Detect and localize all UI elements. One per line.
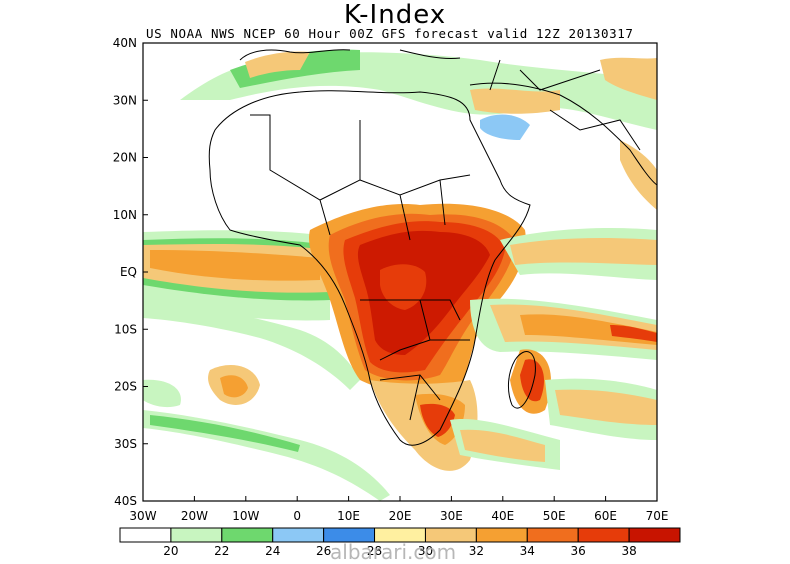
colorbar-swatch bbox=[170, 527, 223, 543]
colorbar-label: 26 bbox=[316, 544, 331, 558]
map-title: K-Index bbox=[343, 0, 447, 30]
colorbar-swatch bbox=[628, 527, 681, 543]
colorbar-label: 34 bbox=[520, 544, 535, 558]
lat-label: 20S bbox=[114, 380, 137, 394]
colorbar-label: 32 bbox=[469, 544, 484, 558]
lon-label: 70E bbox=[646, 509, 669, 523]
colorbar-swatch bbox=[526, 527, 579, 543]
lat-label: 30N bbox=[113, 93, 137, 107]
coastlines bbox=[208, 49, 657, 446]
lat-label: 20N bbox=[113, 151, 137, 165]
lon-label: 30W bbox=[129, 509, 156, 523]
colorbar-swatch bbox=[119, 527, 172, 543]
lon-label: 30E bbox=[440, 509, 463, 523]
lat-label: 10S bbox=[114, 322, 137, 336]
colorbar-swatch bbox=[577, 527, 630, 543]
lon-label: 0 bbox=[293, 509, 301, 523]
lat-label: 30S bbox=[114, 437, 137, 451]
colorbar-label: 24 bbox=[265, 544, 280, 558]
colorbar-label: 36 bbox=[571, 544, 586, 558]
colorbar: 20 22 24 26 28 30 32 34 36 38 bbox=[119, 527, 681, 558]
lon-label: 20W bbox=[181, 509, 208, 523]
colorbar-swatch bbox=[221, 527, 274, 543]
watermark-text: albarari.com bbox=[330, 540, 457, 564]
map-subtitle: US NOAA NWS NCEP 60 Hour 00Z GFS forecas… bbox=[146, 26, 634, 41]
latitude-axis: 40N 30N 20N 10N EQ 10S 20S 30S 40S bbox=[113, 36, 148, 508]
lat-label: EQ bbox=[120, 265, 137, 279]
colorbar-label: 20 bbox=[163, 544, 178, 558]
colorbar-swatch bbox=[475, 527, 528, 543]
colorbar-swatch bbox=[272, 527, 325, 543]
lon-label: 20E bbox=[389, 509, 412, 523]
lat-label: 40N bbox=[113, 36, 137, 50]
colorbar-label: 30 bbox=[418, 544, 433, 558]
colorbar-label: 22 bbox=[214, 544, 229, 558]
k-index-field bbox=[143, 49, 657, 501]
lon-label: 40E bbox=[491, 509, 514, 523]
lat-label: 40S bbox=[114, 494, 137, 508]
lon-label: 60E bbox=[594, 509, 617, 523]
colorbar-label: 38 bbox=[621, 544, 636, 558]
longitude-axis: 30W 20W 10W 0 10E 20E 30E 40E 50E 60E 70E bbox=[129, 496, 668, 523]
lat-label: 10N bbox=[113, 208, 137, 222]
lon-label: 10E bbox=[337, 509, 360, 523]
colorbar-label: 28 bbox=[367, 544, 382, 558]
lon-label: 50E bbox=[543, 509, 566, 523]
lon-label: 10W bbox=[232, 509, 259, 523]
